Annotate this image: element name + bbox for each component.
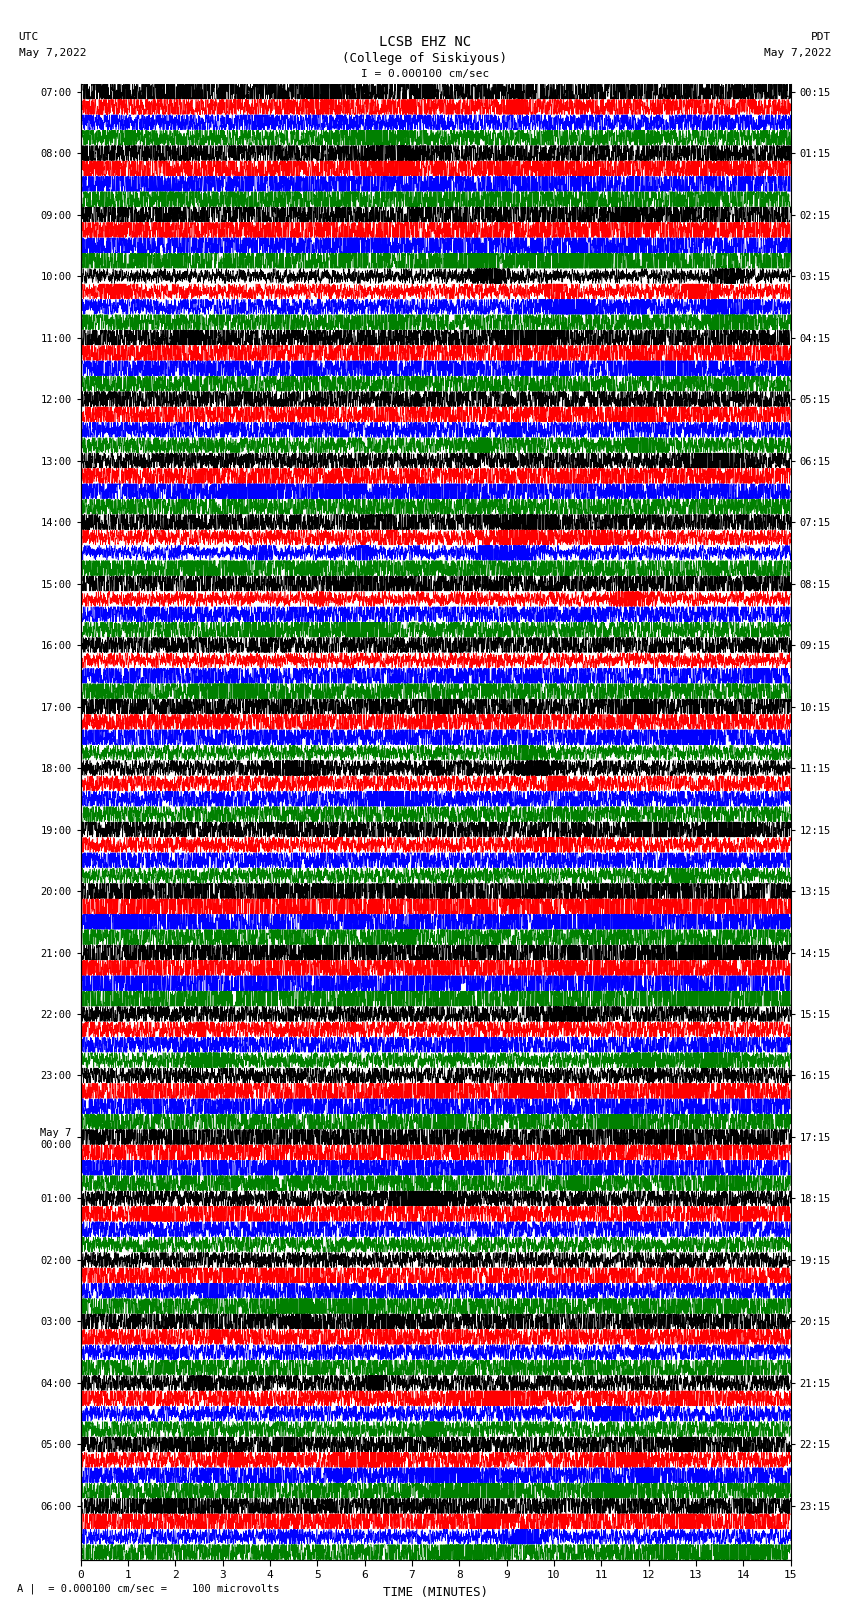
Text: UTC: UTC — [19, 32, 39, 42]
Text: LCSB EHZ NC: LCSB EHZ NC — [379, 35, 471, 50]
Text: May 7,2022: May 7,2022 — [19, 48, 86, 58]
X-axis label: TIME (MINUTES): TIME (MINUTES) — [383, 1586, 488, 1598]
Text: (College of Siskiyous): (College of Siskiyous) — [343, 52, 507, 65]
Text: A |  = 0.000100 cm/sec =    100 microvolts: A | = 0.000100 cm/sec = 100 microvolts — [17, 1582, 280, 1594]
Text: I = 0.000100 cm/sec: I = 0.000100 cm/sec — [361, 69, 489, 79]
Text: PDT: PDT — [811, 32, 831, 42]
Text: May 7,2022: May 7,2022 — [764, 48, 831, 58]
